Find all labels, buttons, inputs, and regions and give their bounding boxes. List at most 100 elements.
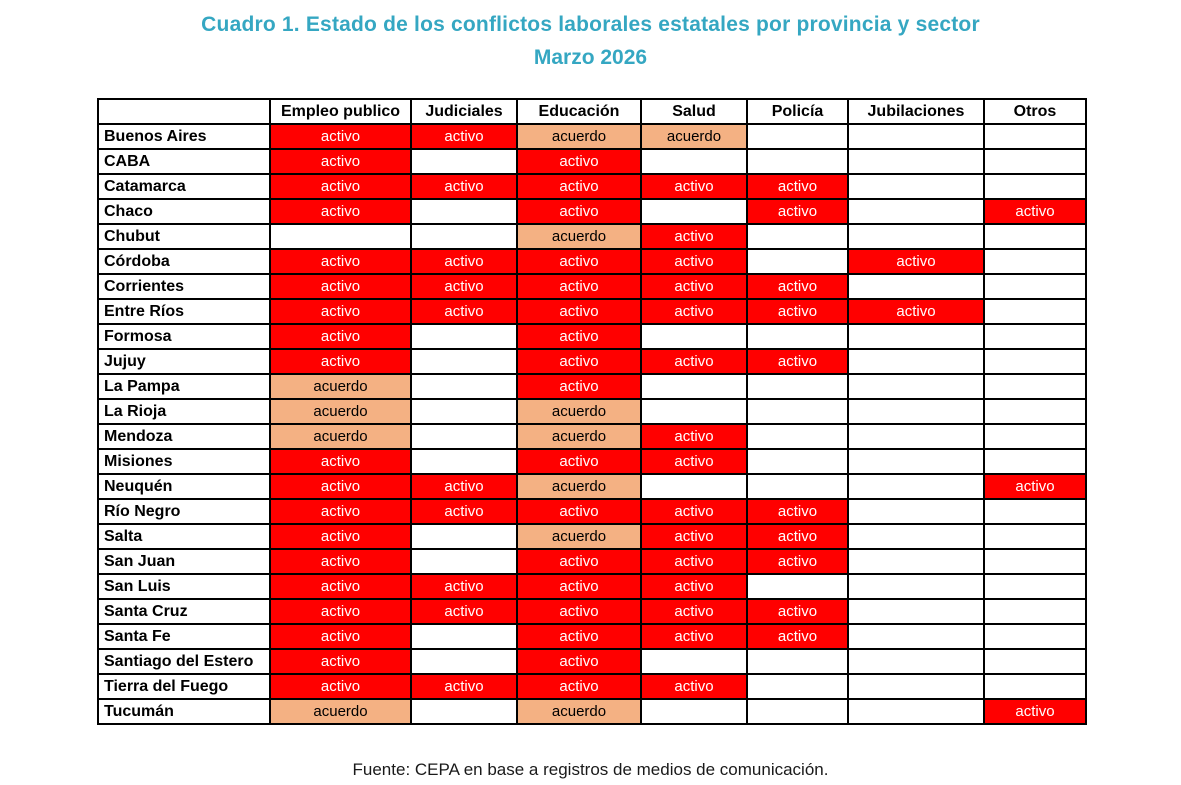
province-label: Jujuy [97, 348, 271, 375]
status-cell-activo: activo [640, 498, 748, 525]
status-cell-empty [746, 398, 849, 425]
status-cell-acuerdo: acuerdo [269, 423, 412, 450]
status-cell-activo: activo [746, 198, 849, 225]
status-cell-empty [847, 673, 985, 700]
province-label: Entre Ríos [97, 298, 271, 325]
province-row-formosa: Formosa activo activo [97, 323, 1087, 350]
status-cell-activo: activo [640, 423, 748, 450]
status-cell-activo: activo [640, 248, 748, 275]
status-cell-empty [640, 148, 748, 175]
province-label: Catamarca [97, 173, 271, 200]
status-cell-empty [746, 648, 849, 675]
status-cell-activo: activo [516, 273, 642, 300]
status-cell-empty [746, 323, 849, 350]
status-cell-activo: activo [516, 198, 642, 225]
status-cell-activo: activo [410, 573, 518, 600]
status-cell-empty [746, 573, 849, 600]
status-cell-empty [746, 373, 849, 400]
column-header-empleo-publico: Empleo publico [269, 98, 412, 125]
status-cell-activo: activo [269, 148, 412, 175]
source-note: Fuente: CEPA en base a registros de medi… [352, 760, 829, 779]
status-cell-empty [640, 373, 748, 400]
status-cell-acuerdo: acuerdo [516, 423, 642, 450]
status-cell-acuerdo: acuerdo [516, 698, 642, 725]
status-cell-empty [983, 223, 1087, 250]
status-cell-activo: activo [410, 173, 518, 200]
status-cell-empty [746, 448, 849, 475]
status-cell-activo: activo [516, 298, 642, 325]
status-cell-activo: activo [640, 623, 748, 650]
status-cell-activo: activo [410, 598, 518, 625]
province-label: La Pampa [97, 373, 271, 400]
status-cell-empty [410, 623, 518, 650]
province-row-santa-cruz: Santa Cruz activo activo activo activo activo [97, 598, 1087, 625]
status-cell-empty [847, 648, 985, 675]
status-cell-empty [847, 198, 985, 225]
figure-subtitle: Marzo 2026 [533, 46, 648, 69]
status-cell-activo: activo [640, 298, 748, 325]
status-cell-empty [847, 573, 985, 600]
status-cell-activo: activo [269, 573, 412, 600]
province-row-rio-negro: Río Negro activo activo activo activo activo [97, 498, 1087, 525]
province-label: Neuquén [97, 473, 271, 500]
status-cell-activo: activo [746, 298, 849, 325]
status-cell-empty [983, 248, 1087, 275]
status-cell-empty [640, 473, 748, 500]
status-cell-activo: activo [410, 473, 518, 500]
status-cell-activo: activo [640, 523, 748, 550]
status-cell-empty [847, 173, 985, 200]
status-cell-acuerdo: acuerdo [269, 373, 412, 400]
status-cell-acuerdo: acuerdo [269, 698, 412, 725]
status-cell-activo: activo [269, 548, 412, 575]
status-cell-empty [746, 148, 849, 175]
province-row-caba: CABA activo activo [97, 148, 1087, 175]
status-cell-empty [410, 548, 518, 575]
status-cell-empty [983, 148, 1087, 175]
status-cell-activo: activo [516, 598, 642, 625]
province-row-buenos-aires: Buenos Aires activo activo acuerdo acuerdo [97, 123, 1087, 150]
status-cell-activo: activo [410, 273, 518, 300]
status-cell-activo: activo [516, 348, 642, 375]
province-row-catamarca: Catamarca activo activo activo activo activo [97, 173, 1087, 200]
province-label: Río Negro [97, 498, 271, 525]
status-cell-empty [410, 648, 518, 675]
status-cell-activo: activo [746, 348, 849, 375]
status-cell-empty [983, 573, 1087, 600]
status-cell-empty [847, 223, 985, 250]
status-cell-activo: activo [746, 623, 849, 650]
report-figure-page: Cuadro 1. Estado de los conflictos labor… [0, 13, 1181, 785]
province-row-corrientes: Corrientes activo activo activo activo activo [97, 273, 1087, 300]
status-cell-empty [640, 648, 748, 675]
province-row-salta: Salta activo acuerdo activo activo [97, 523, 1087, 550]
status-cell-activo: activo [410, 248, 518, 275]
status-cell-activo: activo [746, 598, 849, 625]
status-cell-empty [983, 323, 1087, 350]
status-cell-empty [847, 623, 985, 650]
province-row-santiago-del-estero: Santiago del Estero activo activo [97, 648, 1087, 675]
status-cell-empty [847, 273, 985, 300]
status-cell-empty [410, 323, 518, 350]
province-row-cordoba: Córdoba activo activo activo activo activo [97, 248, 1087, 275]
province-label: Tucumán [97, 698, 271, 725]
status-cell-activo: activo [410, 673, 518, 700]
status-cell-activo: activo [640, 673, 748, 700]
province-row-misiones: Misiones activo activo activo [97, 448, 1087, 475]
province-label: Mendoza [97, 423, 271, 450]
status-cell-empty [847, 348, 985, 375]
status-cell-empty [410, 198, 518, 225]
status-cell-activo: activo [640, 273, 748, 300]
status-cell-empty [983, 648, 1087, 675]
status-cell-empty [983, 498, 1087, 525]
province-row-entre-rios: Entre Ríos activo activo activo activo activo… [97, 298, 1087, 325]
province-row-mendoza: Mendoza acuerdo acuerdo activo [97, 423, 1087, 450]
status-cell-empty [746, 248, 849, 275]
status-cell-activo: activo [640, 223, 748, 250]
status-cell-activo: activo [269, 298, 412, 325]
province-label: Corrientes [97, 273, 271, 300]
status-cell-activo: activo [640, 348, 748, 375]
province-label: Misiones [97, 448, 271, 475]
province-row-san-luis: San Luis activo activo activo activo [97, 573, 1087, 600]
province-row-chaco: Chaco activo activo activo activo [97, 198, 1087, 225]
status-cell-activo: activo [847, 298, 985, 325]
status-cell-empty [410, 148, 518, 175]
